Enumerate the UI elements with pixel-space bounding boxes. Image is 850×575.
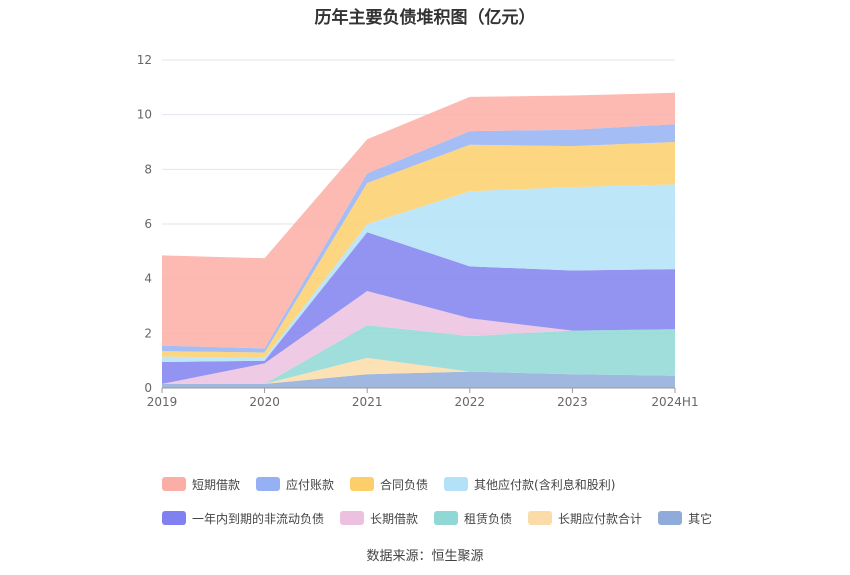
legend-swatch bbox=[528, 511, 553, 525]
legend-label: 租赁负债 bbox=[464, 511, 513, 526]
area-series bbox=[162, 142, 675, 358]
legend-label: 其他应付款(含利息和股利) bbox=[474, 477, 616, 492]
legend-label: 其它 bbox=[688, 511, 713, 526]
x-tick-label: 2019 bbox=[147, 395, 178, 409]
legend-swatch bbox=[444, 477, 469, 491]
y-tick-label: 8 bbox=[144, 162, 152, 176]
x-tick-label: 2020 bbox=[249, 395, 280, 409]
legend-item[interactable]: 租赁负债 bbox=[434, 510, 512, 527]
y-tick-label: 0 bbox=[144, 381, 152, 395]
y-tick-label: 10 bbox=[137, 108, 152, 122]
legend-item[interactable]: 长期借款 bbox=[340, 510, 418, 527]
legend-swatch bbox=[162, 511, 186, 525]
x-tick-label: 2021 bbox=[352, 395, 383, 409]
legend-item[interactable]: 应付账款 bbox=[256, 476, 334, 493]
y-tick-label: 12 bbox=[137, 53, 152, 67]
legend-swatch bbox=[434, 511, 459, 525]
legend-label: 短期借款 bbox=[192, 477, 241, 492]
x-tick-label: 2023 bbox=[557, 395, 588, 409]
area-series bbox=[162, 325, 675, 384]
legend-label: 长期借款 bbox=[370, 511, 419, 526]
legend-swatch bbox=[340, 511, 365, 525]
legend-item[interactable]: 长期应付款合计 bbox=[528, 510, 642, 527]
legend-swatch bbox=[350, 477, 375, 491]
legend-row: 短期借款 应付账款 合同负债 其他应付款(含利息和股利) bbox=[162, 472, 762, 496]
y-tick-label: 6 bbox=[144, 217, 152, 231]
stacked-area-chart: 0 2 4 6 8 10 12 2019 2020 2021 2022 2023 2024H1 bbox=[137, 53, 699, 409]
legend-item[interactable]: 其它 bbox=[658, 510, 712, 527]
legend-item[interactable]: 其他应付款(含利息和股利) bbox=[444, 476, 615, 493]
chart-title: 历年主要负债堆积图（亿元） bbox=[314, 8, 536, 28]
legend-label: 合同负债 bbox=[380, 477, 429, 492]
area-series bbox=[162, 232, 675, 384]
legend-label: 应付账款 bbox=[286, 477, 335, 492]
legend-swatch bbox=[162, 477, 186, 491]
legend-item[interactable]: 短期借款 bbox=[162, 476, 240, 493]
area-series bbox=[162, 357, 675, 384]
area-series bbox=[162, 371, 675, 388]
legend-row: 一年内到期的非流动负债 长期借款 租赁负债 长期应付款合计 其它 bbox=[162, 506, 762, 530]
x-tick-label: 2022 bbox=[455, 395, 486, 409]
y-tick-label: 4 bbox=[144, 272, 152, 286]
legend: 短期借款 应付账款 合同负债 其他应付款(含利息和股利) 一年内到期的非流动负债 长期借… bbox=[162, 472, 762, 540]
area-series bbox=[162, 291, 675, 384]
y-tick-label: 2 bbox=[144, 326, 152, 340]
legend-swatch bbox=[256, 477, 281, 491]
area-series bbox=[162, 184, 675, 362]
x-tick-label: 2024H1 bbox=[651, 395, 698, 409]
legend-swatch bbox=[658, 511, 683, 525]
legend-label: 长期应付款合计 bbox=[558, 511, 643, 526]
area-series bbox=[162, 92, 675, 349]
legend-label: 一年内到期的非流动负债 bbox=[192, 511, 325, 526]
legend-item[interactable]: 合同负债 bbox=[350, 476, 428, 493]
data-source: 数据来源：恒生聚源 bbox=[366, 549, 484, 564]
legend-item[interactable]: 一年内到期的非流动负债 bbox=[162, 510, 324, 527]
